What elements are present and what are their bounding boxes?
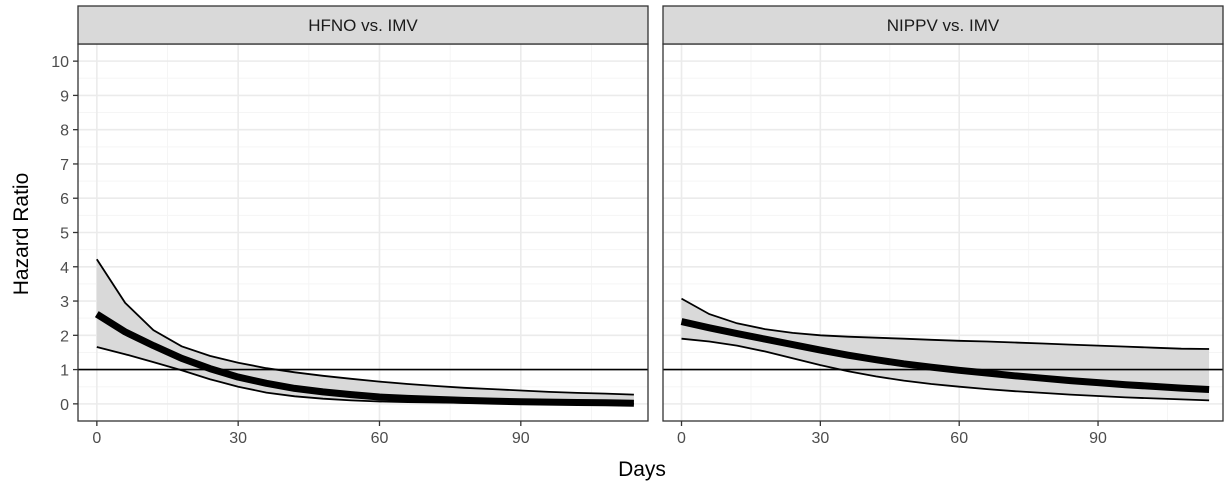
x-tick-label: 60	[371, 430, 389, 447]
x-tick-label: 90	[512, 430, 530, 447]
panels-layer: HFNO vs. IMV 0 30 60 90 0 1 2 3 4 5 6 7 8 9 10 NIPPV vs.…	[51, 5, 1224, 447]
facet-panel-1: HFNO vs. IMV 0 30 60 90 0 1 2 3 4 5 6 7 8 9 10	[51, 5, 649, 447]
confidence-ribbon	[96, 259, 634, 404]
facet-strip	[662, 5, 1224, 45]
lower-bound-line	[681, 337, 1210, 402]
y-tick-label: 8	[60, 123, 69, 140]
y-tick-label: 1	[60, 363, 69, 380]
facet-panel-2: NIPPV vs. IMV 0 30 60 90	[662, 5, 1224, 447]
y-tick-label: 7	[60, 157, 69, 174]
x-tick-label: 30	[229, 430, 247, 447]
x-tick-label: 30	[811, 430, 829, 447]
facet-strip	[77, 5, 649, 45]
y-tick-label: 9	[60, 88, 69, 105]
y-axis-title: Hazard Ratio	[10, 173, 33, 296]
confidence-ribbon	[681, 298, 1210, 401]
facet-strip-label: HFNO vs. IMV	[308, 16, 418, 35]
estimate-line	[680, 318, 1210, 393]
x-tick-label: 60	[950, 430, 968, 447]
y-tick-label: 0	[60, 397, 69, 414]
upper-bound-line	[96, 258, 634, 396]
upper-bound-line	[681, 297, 1210, 350]
x-axis-title: Days	[618, 458, 666, 481]
y-tick-label: 3	[60, 294, 69, 311]
y-tick-label: 5	[60, 226, 69, 243]
x-tick-label: 90	[1089, 430, 1107, 447]
x-tick-label: 0	[677, 430, 686, 447]
x-tick-label: 0	[92, 430, 101, 447]
y-tick-label: 4	[60, 260, 69, 277]
estimate-line	[94, 311, 634, 407]
y-tick-label: 2	[60, 328, 69, 345]
y-tick-label: 6	[60, 191, 69, 208]
y-tick-label: 10	[51, 54, 69, 71]
facet-strip-label: NIPPV vs. IMV	[887, 16, 1000, 35]
